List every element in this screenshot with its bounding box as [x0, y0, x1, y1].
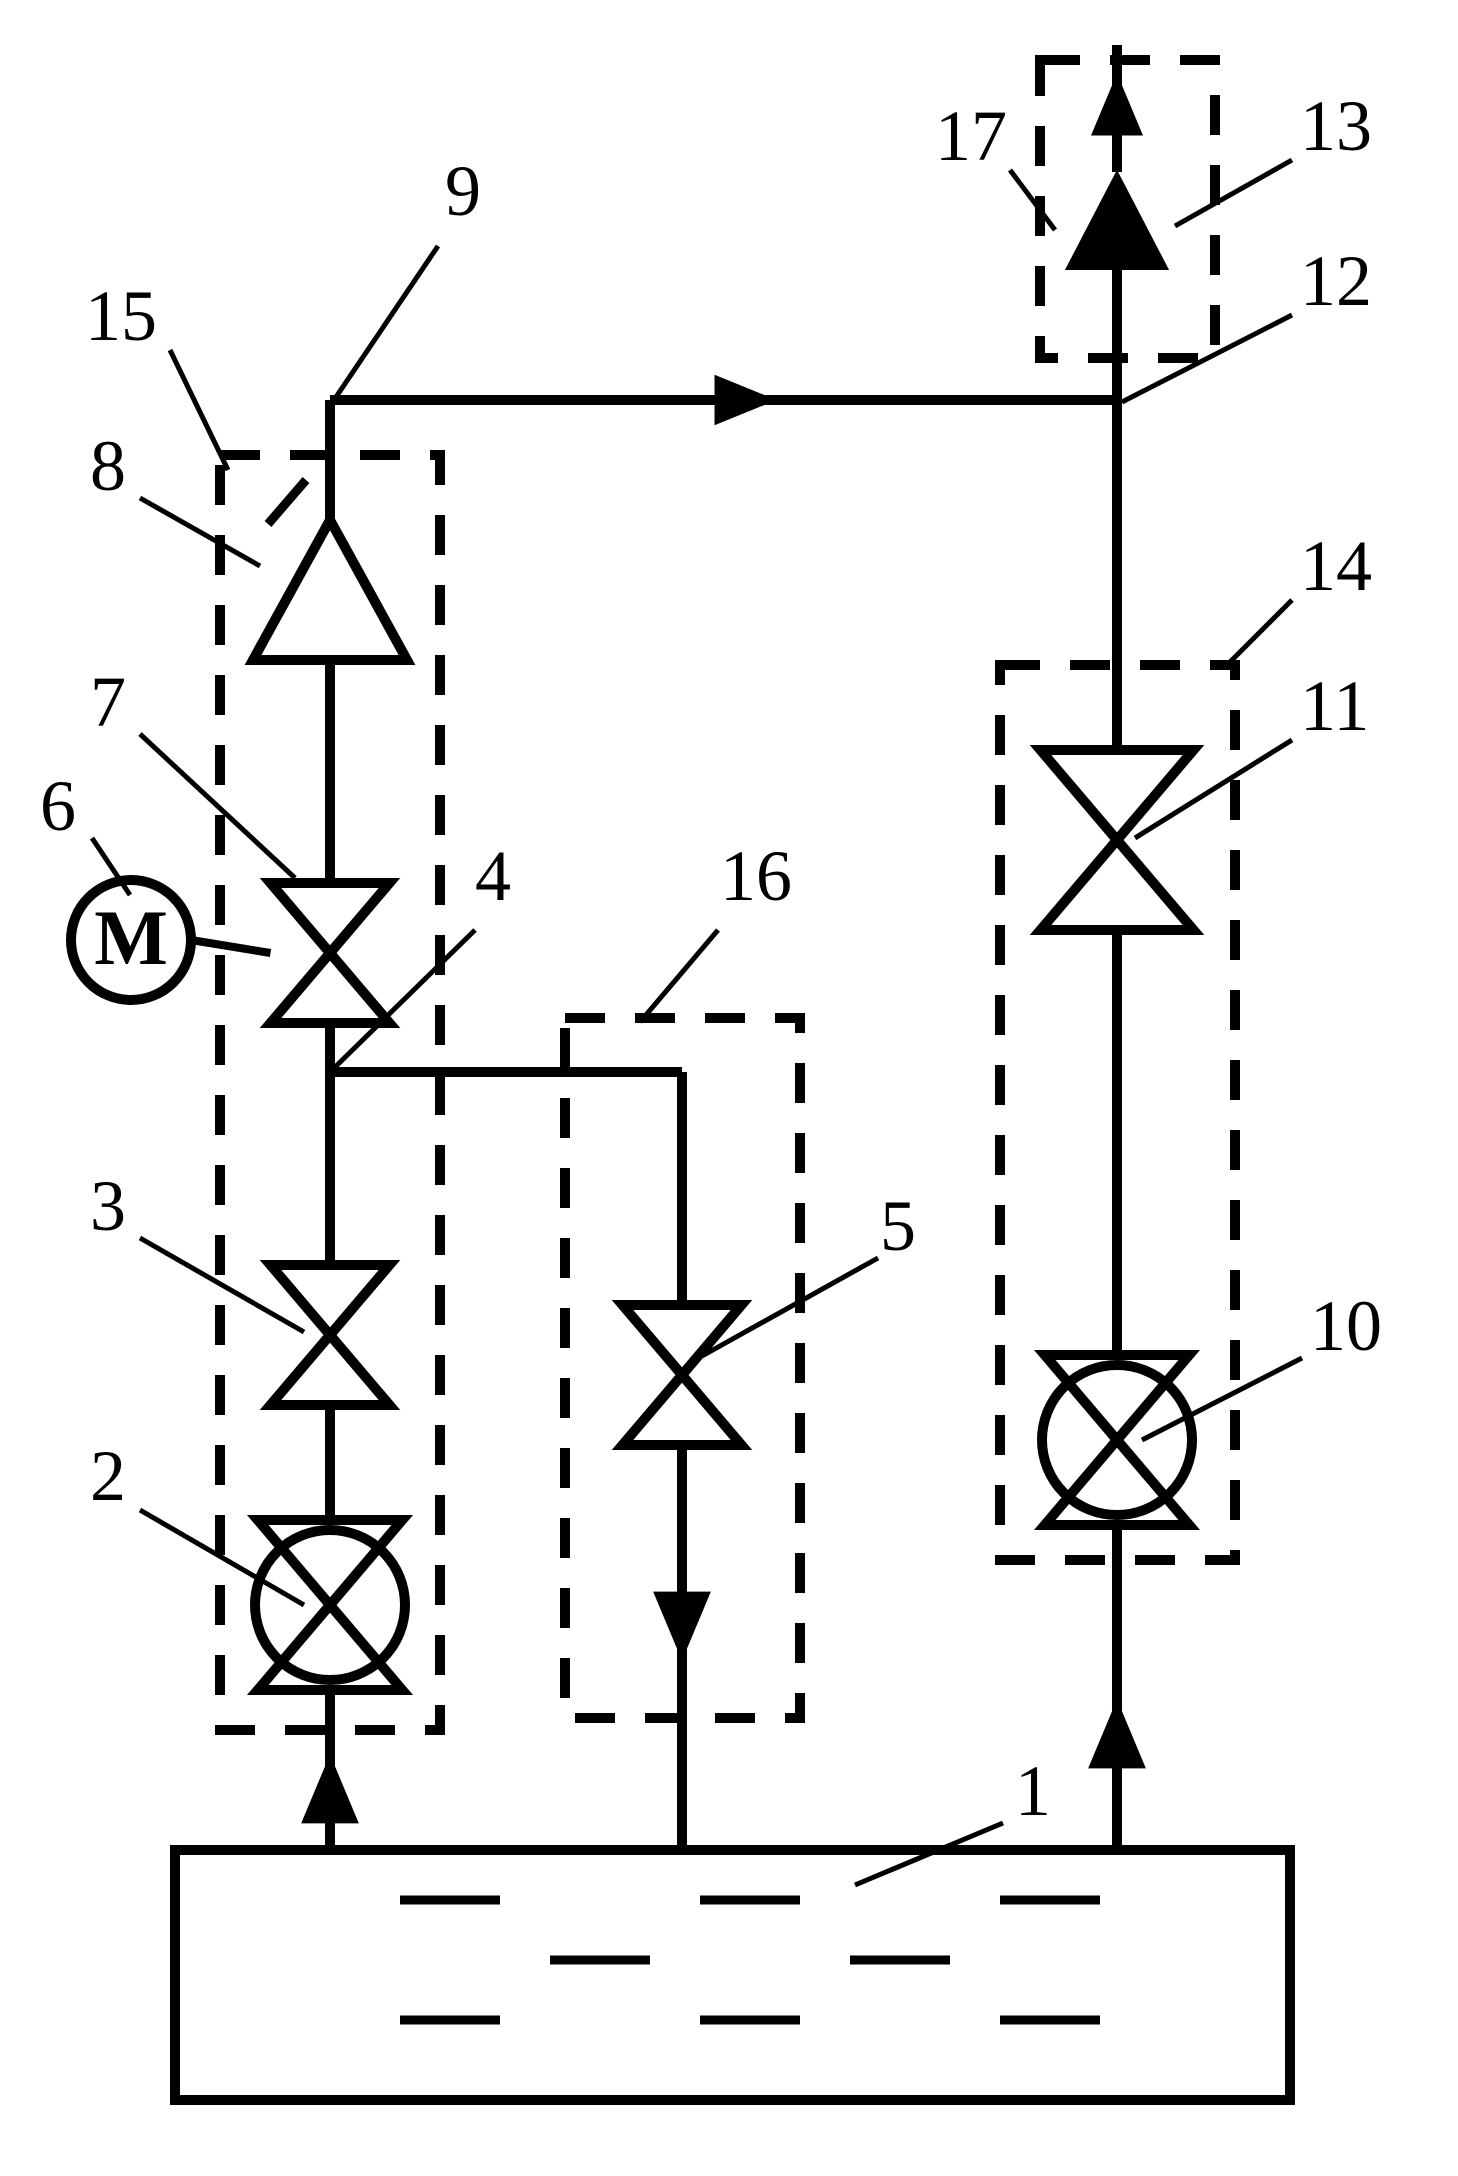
- svg-text:13: 13: [1300, 86, 1372, 166]
- svg-text:9: 9: [445, 151, 481, 231]
- svg-text:15: 15: [85, 276, 157, 356]
- box-16: [565, 1018, 800, 1718]
- svg-text:12: 12: [1300, 241, 1372, 321]
- box-15: [220, 455, 440, 1730]
- svg-text:10: 10: [1310, 1286, 1382, 1366]
- svg-text:8: 8: [90, 426, 126, 506]
- svg-text:6: 6: [40, 766, 76, 846]
- svg-text:1: 1: [1015, 1751, 1051, 1831]
- svg-text:11: 11: [1300, 666, 1369, 746]
- svg-text:2: 2: [90, 1436, 126, 1516]
- svg-text:4: 4: [475, 836, 511, 916]
- svg-text:16: 16: [720, 836, 792, 916]
- box-17: [1040, 60, 1215, 358]
- svg-text:14: 14: [1300, 526, 1372, 606]
- svg-text:M: M: [94, 894, 168, 981]
- svg-text:3: 3: [90, 1166, 126, 1246]
- svg-text:5: 5: [880, 1186, 916, 1266]
- svg-text:7: 7: [90, 662, 126, 742]
- box-14: [1000, 665, 1235, 1560]
- tank-1: [175, 1850, 1290, 2100]
- svg-text:17: 17: [935, 96, 1007, 176]
